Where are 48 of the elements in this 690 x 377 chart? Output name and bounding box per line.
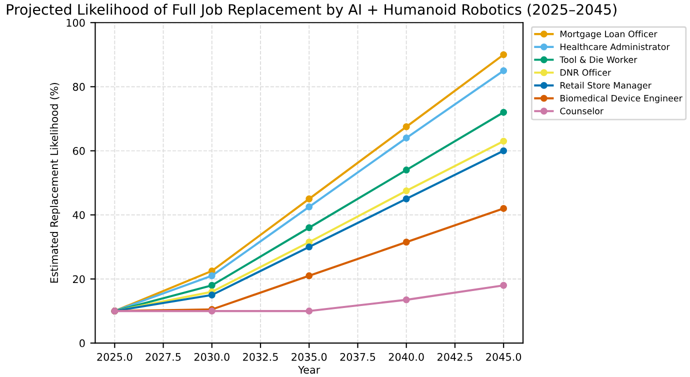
point [402,134,410,142]
point [402,238,410,246]
legend-label: Mortgage Loan Officer [560,30,658,39]
y-tick-label: 40 [72,211,85,219]
point [500,51,508,58]
x-tick-label: 2027.5 [146,352,181,361]
y-tick-label: 80 [72,82,85,91]
point [306,272,313,280]
y-tick-label: 20 [73,275,85,284]
legend-label: DNR Officer [560,69,612,76]
point [306,308,313,314]
point [306,243,313,250]
legend-label: Counselor [560,108,604,114]
legend-label: Biomedical Device Engineer [560,94,682,104]
x-axis-title: Year [298,366,320,374]
x-tick-label: 2032.5 [243,352,278,361]
x-tick-label: 2045.0 [486,352,522,361]
point [208,282,216,289]
point [402,187,410,194]
point [500,205,508,212]
point [500,108,508,116]
x-tick-label: 2042.5 [438,352,472,361]
point [208,292,216,298]
point [402,195,410,202]
x-tick-label: 2030.0 [194,352,230,361]
point [402,123,410,130]
x-tick-label: 2040.0 [388,352,424,361]
y-tick-label: 60 [72,147,85,155]
point [402,296,410,304]
point [208,272,216,280]
legend-label: Tool & Die Worker [560,56,638,63]
chart-title: Projected Likelihood of Full Job Replacement by AI + Humanoid Robotics (2025–2045) [6,4,616,18]
legend-label: Retail Store Manager [560,82,652,90]
point [500,67,508,74]
y-axis-title: Estimated Replacement Likelihood (%) [50,82,60,283]
point [500,138,508,145]
point [500,282,508,289]
point [306,203,313,210]
x-tick-label: 2035.0 [292,352,327,361]
y-tick-label: 0 [80,339,85,348]
x-tick-label: 2037.5 [340,352,376,361]
point [306,224,313,232]
point [500,147,508,154]
x-tick-label: 2025.0 [97,352,132,361]
y-tick-label: 100 [66,18,85,27]
point [402,166,410,174]
legend-label: Healthcare Administrator [560,43,670,50]
point [306,195,313,202]
